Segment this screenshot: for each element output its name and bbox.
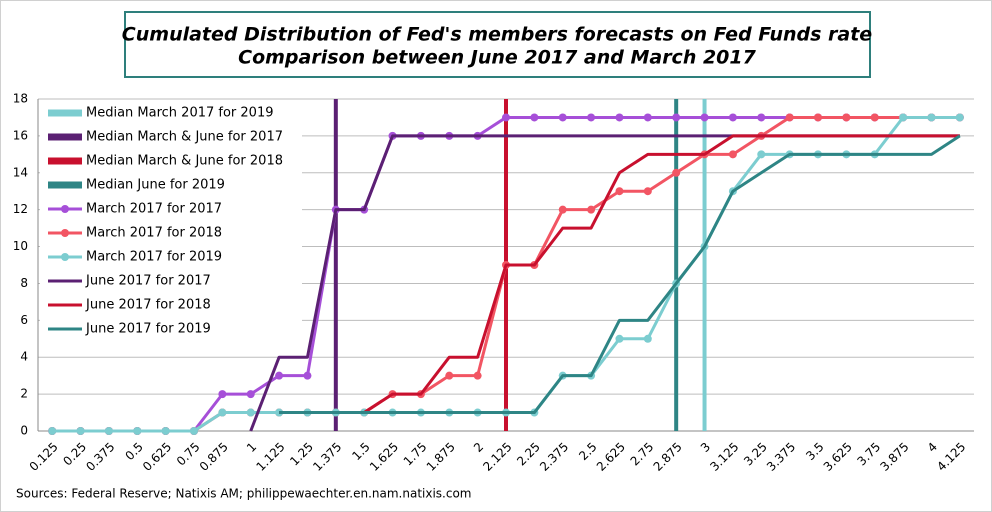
point <box>76 427 85 435</box>
point <box>218 390 227 399</box>
legend-box <box>40 101 302 341</box>
point <box>643 187 652 196</box>
point <box>870 113 879 122</box>
point <box>190 427 198 435</box>
point <box>927 113 936 122</box>
y-tick-label: 6 <box>20 313 28 327</box>
legend-label: Median March & June for 2018 <box>86 154 283 169</box>
chart-title: Cumulated Distribution of Fed's members … <box>122 24 873 46</box>
point <box>785 113 794 122</box>
title-box <box>124 11 871 78</box>
legend-label: March 2017 for 2017 <box>86 202 222 217</box>
legend-label: June 2017 for 2017 <box>85 274 211 289</box>
point <box>615 334 624 343</box>
y-tick-label: 16 <box>13 128 28 142</box>
point <box>246 408 255 417</box>
point <box>530 113 539 122</box>
point <box>643 334 652 343</box>
y-tick-label: 14 <box>13 165 28 179</box>
point <box>445 371 454 380</box>
legend-label: March 2017 for 2018 <box>86 226 222 241</box>
point <box>246 390 255 399</box>
point <box>133 427 142 435</box>
point <box>757 113 766 122</box>
point <box>842 113 851 122</box>
point <box>814 113 822 122</box>
point <box>672 113 681 122</box>
legend-marker <box>61 205 69 213</box>
chart-subtitle: Comparison between June 2017 and March 2… <box>238 47 756 69</box>
point <box>728 150 737 159</box>
y-tick-label: 2 <box>20 387 28 401</box>
point <box>558 205 567 214</box>
point <box>672 168 681 177</box>
point <box>104 427 113 435</box>
point <box>502 113 510 122</box>
y-tick-label: 8 <box>20 276 28 290</box>
point <box>757 150 766 159</box>
point <box>473 371 482 380</box>
legend-marker <box>61 229 69 237</box>
point <box>899 113 908 122</box>
point <box>700 113 709 122</box>
point <box>615 187 624 196</box>
y-tick-label: 12 <box>13 202 28 216</box>
legend-label: Median March & June for 2017 <box>86 130 283 145</box>
point <box>587 205 596 214</box>
point <box>955 113 964 122</box>
point <box>218 408 227 417</box>
legend-label: Median March 2017 for 2019 <box>86 106 273 121</box>
point <box>587 113 596 122</box>
point <box>615 113 624 122</box>
source: Sources: Federal Reserve; Natixis AM; ph… <box>16 487 472 501</box>
point <box>643 113 652 122</box>
y-tick-label: 10 <box>13 239 28 253</box>
legend: Median March 2017 for 2019 Median March &… <box>40 101 302 341</box>
point <box>558 113 567 122</box>
series-line <box>279 134 960 415</box>
y-tick-label: 0 <box>20 424 28 438</box>
point <box>275 371 284 380</box>
series-line <box>279 134 961 415</box>
legend-marker <box>61 253 69 261</box>
y-tick-label: 18 <box>13 92 28 106</box>
point <box>728 113 737 122</box>
legend-label: June 2017 for 2018 <box>85 298 211 313</box>
legend-label: June 2017 for 2019 <box>85 322 211 337</box>
point <box>161 427 170 435</box>
y-tick-label: 4 <box>20 350 28 364</box>
point <box>303 371 312 380</box>
point <box>48 427 57 435</box>
legend-label: March 2017 for 2019 <box>86 250 222 265</box>
legend-label: Median June for 2019 <box>86 178 225 193</box>
